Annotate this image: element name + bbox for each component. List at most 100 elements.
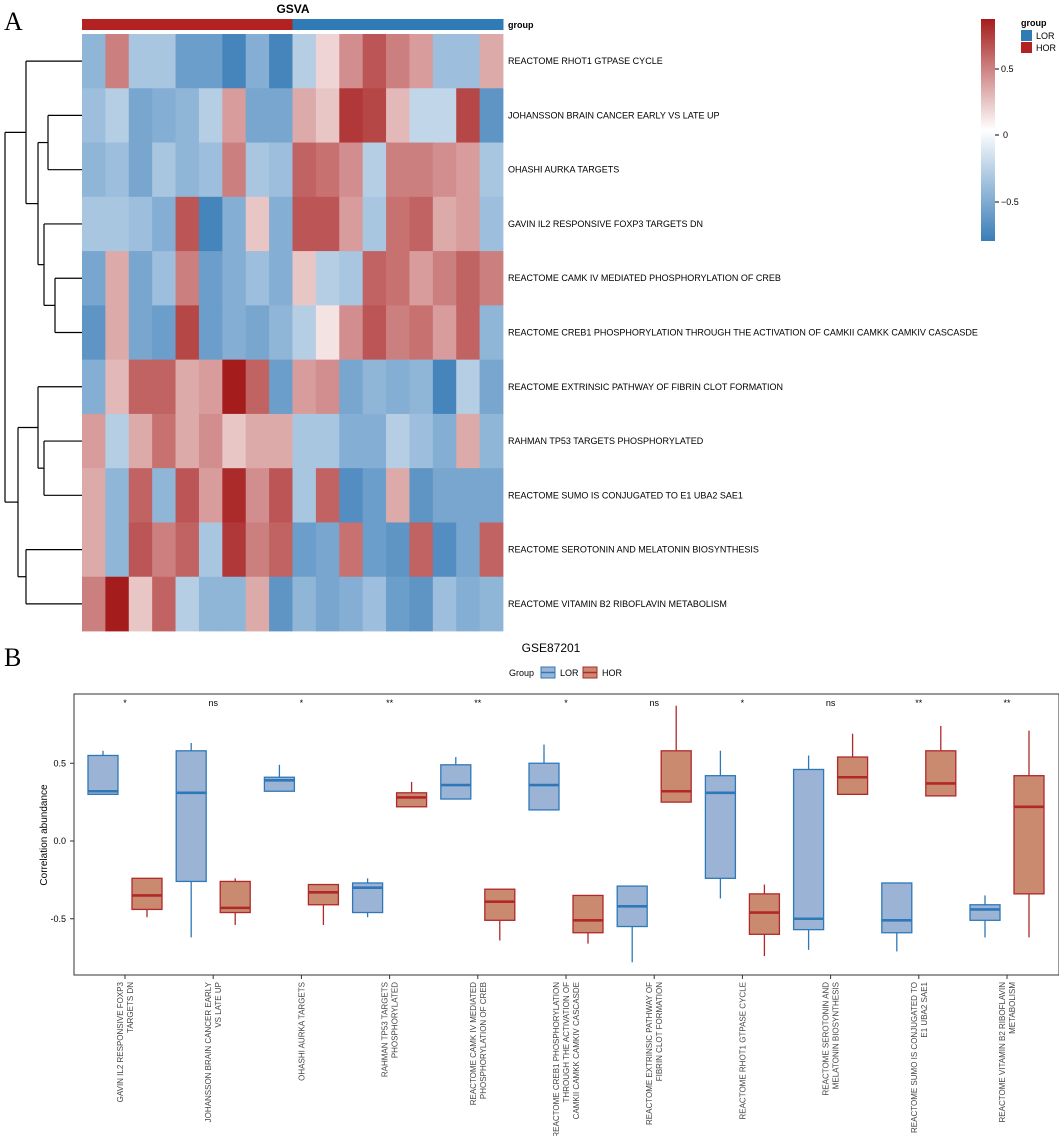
heatmap-cell (245, 468, 270, 523)
annotation-cell-lor (432, 19, 457, 30)
legend-label-lor: LOR (1036, 31, 1055, 41)
heatmap-cell (105, 576, 130, 632)
x-tick-label: REACTOME RHOT1 GTPASE CYCLE (738, 982, 747, 1120)
heatmap-cell (105, 522, 130, 578)
heatmap-cell (128, 576, 153, 632)
colorbar: 0.5 0 −0.5 (981, 19, 1019, 241)
box-hor (1013, 775, 1045, 895)
heatmap-cell (409, 34, 434, 89)
x-tick-label: MELATONIN BIOSYNTHESIS (832, 982, 841, 1089)
heatmap-cell (198, 413, 223, 469)
box-lor (175, 750, 207, 883)
heatmap-cell (292, 468, 317, 523)
heatmap-cell (105, 305, 130, 361)
x-tick-label: REACTOME SEROTONIN AND (822, 982, 831, 1096)
heatmap-cell (269, 196, 293, 252)
heatmap-cell (175, 251, 200, 306)
heatmap-cell (386, 522, 410, 578)
y-axis: 0.5 0.0 -0.5 (50, 758, 74, 924)
box-lor (528, 762, 560, 811)
box-hor (572, 894, 604, 934)
heatmap-cell (128, 359, 153, 415)
legend-swatch-lor (1021, 30, 1032, 41)
heatmap-cell (222, 522, 247, 578)
heatmap-cell (362, 88, 387, 143)
x-tick-label: REACTOME SUMO IS CONJUGATED TO (910, 982, 919, 1133)
heatmap-cell (128, 522, 153, 578)
heatmap-cell (82, 468, 106, 523)
heatmap-cell (432, 305, 457, 361)
colorbar-tick-label: 0 (1003, 130, 1008, 140)
x-tick-label: METABOLISM (1008, 982, 1017, 1034)
heatmap-cell (315, 34, 340, 89)
heatmap-cell (128, 468, 153, 523)
heatmap-cell (82, 522, 106, 578)
heatmap-cell (292, 34, 317, 89)
heatmap-cell (479, 88, 504, 143)
panel-a-letter: A (4, 7, 23, 36)
colorbar-tick-label: 0.5 (1001, 64, 1014, 74)
heatmap-cell (315, 88, 340, 143)
x-tick-label: RAHMAN TP53 TARGETS (381, 982, 390, 1077)
significance-label: ** (474, 698, 482, 708)
heatmap-cell (82, 576, 106, 632)
heatmap-cell (409, 413, 434, 469)
heatmap-cell (245, 413, 270, 469)
heatmap-cell (409, 576, 434, 632)
heatmap-cell (105, 34, 130, 89)
heatmap-cell (315, 305, 340, 361)
annotation-cell-hor (128, 19, 153, 30)
heatmap-cell (245, 196, 270, 252)
heatmap-cell (222, 34, 247, 89)
heatmap-cell (222, 142, 247, 198)
heatmap-cell (362, 196, 387, 252)
heatmap-cell (128, 88, 153, 143)
colorbar-gradient-bar (981, 19, 995, 241)
heatmap-cell (315, 196, 340, 252)
box-hor (484, 888, 516, 921)
heatmap-cell (456, 522, 481, 578)
row-label: REACTOME VITAMIN B2 RIBOFLAVIN METABOLIS… (508, 599, 727, 609)
significance-label: ns (208, 698, 218, 708)
heatmap-cell (175, 359, 200, 415)
heatmap-cell (386, 359, 410, 415)
heatmap-cell (82, 251, 106, 306)
annotation-cell-hor (82, 19, 106, 30)
heatmap-cell (315, 359, 340, 415)
significance-label: * (123, 698, 127, 708)
heatmap-cell (269, 522, 293, 578)
heatmap-cell (292, 196, 317, 252)
heatmap-cell (315, 142, 340, 198)
heatmap-cell (339, 305, 364, 361)
annotation-cell-lor (386, 19, 410, 30)
heatmap-cell (152, 196, 176, 252)
group-legend-title: group (1021, 18, 1047, 28)
heatmap-cell (128, 142, 153, 198)
heatmap-cell (245, 305, 270, 361)
heatmap-cell (386, 34, 410, 89)
row-dendrogram (4, 60, 82, 605)
heatmap-cell (409, 522, 434, 578)
heatmap-cell (479, 522, 504, 578)
heatmap-cell (222, 251, 247, 306)
x-tick-label: VS LATE UP (214, 982, 223, 1028)
annotation-label: group (508, 20, 534, 30)
heatmap-cell (128, 251, 153, 306)
heatmap-cell (292, 142, 317, 198)
heatmap-cell (456, 576, 481, 632)
heatmap-cell (339, 34, 364, 89)
heatmap-cell (175, 142, 200, 198)
heatmap-cell (152, 305, 176, 361)
row-label: REACTOME EXTRINSIC PATHWAY OF FIBRIN CLO… (508, 382, 783, 392)
heatmap-cell (362, 576, 387, 632)
heatmap-cell (152, 468, 176, 523)
heatmap-cell (269, 468, 293, 523)
heatmap-cell (479, 359, 504, 415)
heatmap-cell (432, 88, 457, 143)
heatmap-cell (479, 34, 504, 89)
heatmap-cell (386, 576, 410, 632)
heatmap-cell (386, 88, 410, 143)
box-hor (748, 893, 781, 935)
legend-swatch-hor (1021, 42, 1032, 53)
heatmap-cell (105, 88, 130, 143)
